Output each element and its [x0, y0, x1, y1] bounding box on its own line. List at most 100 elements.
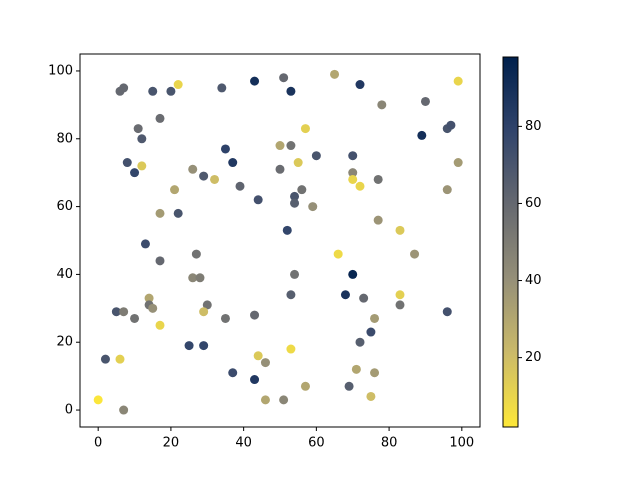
y-tick-label: 60: [56, 199, 73, 214]
scatter-point: [410, 249, 420, 259]
scatter-point: [330, 69, 340, 79]
scatter-point: [199, 171, 209, 181]
scatter-point: [122, 158, 132, 168]
x-tick-label: 60: [308, 436, 325, 451]
scatter-point: [228, 158, 238, 168]
scatter-point: [348, 168, 358, 178]
scatter-point: [282, 225, 292, 235]
colorbar-tick-label: 60: [525, 196, 542, 211]
scatter-point: [155, 320, 165, 330]
scatter-point: [137, 134, 147, 144]
scatter-point: [355, 80, 365, 90]
scatter-point: [250, 76, 260, 86]
scatter-point: [453, 76, 463, 86]
scatter-point: [148, 303, 158, 313]
scatter-point: [308, 202, 318, 212]
scatter-point: [93, 395, 103, 405]
y-tick-label: 100: [48, 63, 73, 78]
scatter-point: [115, 354, 125, 364]
scatter-point: [119, 405, 129, 415]
scatter-point: [286, 86, 296, 96]
colorbar-tick-label: 20: [525, 350, 542, 365]
scatter-point: [253, 351, 263, 361]
scatter-point: [130, 313, 140, 323]
scatter-point: [300, 381, 310, 391]
x-tick-label: 80: [381, 436, 398, 451]
scatter-point: [155, 208, 165, 218]
scatter-point: [333, 249, 343, 259]
scatter-point: [199, 307, 209, 317]
x-tick-label: 40: [235, 436, 252, 451]
scatter-point: [453, 158, 463, 168]
scatter-point: [202, 300, 212, 310]
scatter-point: [286, 290, 296, 300]
scatter-point: [119, 307, 129, 317]
y-tick-label: 0: [65, 403, 73, 418]
scatter-point: [297, 185, 307, 195]
scatter-point: [220, 313, 230, 323]
scatter-point: [228, 368, 238, 378]
scatter-point: [417, 130, 427, 140]
scatter-point: [133, 124, 143, 134]
scatter-point: [300, 124, 310, 134]
scatter-point: [279, 73, 289, 83]
scatter-point: [348, 174, 358, 184]
scatter-point: [130, 168, 140, 178]
scatter-point: [442, 185, 452, 195]
scatter-point: [395, 300, 405, 310]
scatter-point: [220, 144, 230, 154]
scatter-point: [250, 310, 260, 320]
scatter-point: [290, 191, 300, 201]
scatter-point: [210, 174, 220, 184]
scatter-point: [144, 293, 154, 303]
scatter-point: [166, 86, 176, 96]
scatter-point: [275, 164, 285, 174]
scatter-point: [155, 113, 165, 123]
scatter-point: [442, 307, 452, 317]
x-tick-label: 100: [449, 436, 474, 451]
scatter-point: [170, 185, 180, 195]
y-tick-label: 20: [56, 335, 73, 350]
scatter-point: [290, 269, 300, 279]
scatter-point: [370, 313, 380, 323]
scatter-point: [173, 208, 183, 218]
colorbar-tick-label: 80: [525, 119, 542, 134]
scatter-point: [395, 225, 405, 235]
scatter-point: [217, 83, 227, 93]
scatter-point: [286, 141, 296, 151]
scatter-point: [348, 269, 358, 279]
scatter-point: [370, 368, 380, 378]
scatter-point: [148, 86, 158, 96]
scatter-point: [355, 181, 365, 191]
scatter-point: [235, 181, 245, 191]
scatter-point: [275, 141, 285, 151]
scatter-point: [191, 249, 201, 259]
scatter-point: [173, 80, 183, 90]
plot-frame: [79, 53, 481, 428]
scatter-point: [340, 290, 350, 300]
scatter-point: [100, 354, 110, 364]
x-tick-label: 20: [163, 436, 180, 451]
scatter-point: [199, 341, 209, 351]
scatter-point: [359, 293, 369, 303]
scatter-point: [260, 395, 270, 405]
scatter-point: [188, 164, 198, 174]
scatter-point: [184, 341, 194, 351]
scatter-point: [311, 151, 321, 161]
scatter-point: [446, 120, 456, 130]
scatter-point: [373, 174, 383, 184]
scatter-point: [155, 256, 165, 266]
scatter-point: [351, 364, 361, 374]
scatter-point: [348, 151, 358, 161]
scatter-point: [355, 337, 365, 347]
scatter-point: [115, 86, 125, 96]
scatter-point: [260, 358, 270, 368]
scatter-point: [366, 327, 376, 337]
scatter-point: [250, 375, 260, 385]
y-tick-label: 40: [56, 267, 73, 282]
scatter-point: [395, 290, 405, 300]
colorbar: [502, 56, 519, 428]
scatter-point: [290, 198, 300, 208]
scatter-point: [420, 96, 430, 106]
